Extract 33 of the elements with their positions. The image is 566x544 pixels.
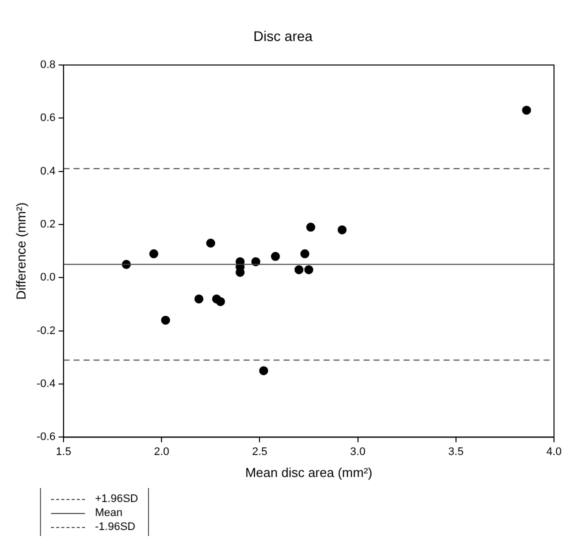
x-tick-label: 1.5 (56, 446, 72, 458)
point (194, 294, 204, 304)
y-tick-label: 0.2 (40, 218, 56, 231)
x-tick-label: 2.5 (252, 446, 268, 458)
point (206, 238, 216, 248)
point (216, 297, 225, 306)
y-tick-label: 0.0 (40, 272, 56, 284)
legend-label: Mean (95, 507, 123, 519)
x-tick-label: 2.0 (154, 446, 170, 458)
chart-title: Disc area (252, 28, 314, 44)
point (270, 252, 280, 261)
x-axis-title: Mean disc area (mm²) (245, 464, 372, 480)
legend-label: -1.96SD (95, 521, 136, 533)
x-tick-label: 4.0 (546, 446, 562, 458)
y-tick-label: -0.2 (36, 324, 56, 337)
point (149, 249, 158, 258)
point (304, 265, 314, 274)
y-tick-label: 0.4 (40, 165, 56, 178)
point (259, 366, 268, 376)
point (294, 265, 304, 274)
y-axis-title: Difference (mm²) (13, 202, 28, 300)
point (161, 316, 170, 325)
y-tick-label: 0.8 (40, 59, 56, 72)
point (306, 222, 316, 232)
legend-label: +1.96SD (95, 493, 138, 505)
point (300, 249, 310, 258)
x-tick-label: 3.5 (448, 446, 464, 458)
y-tick-label: -0.6 (36, 431, 56, 444)
y-tick-label: 0.6 (40, 112, 56, 124)
point (338, 225, 347, 234)
point (522, 106, 532, 115)
y-tick-label: -0.4 (36, 378, 56, 390)
x-tick-label: 3.0 (350, 446, 366, 458)
